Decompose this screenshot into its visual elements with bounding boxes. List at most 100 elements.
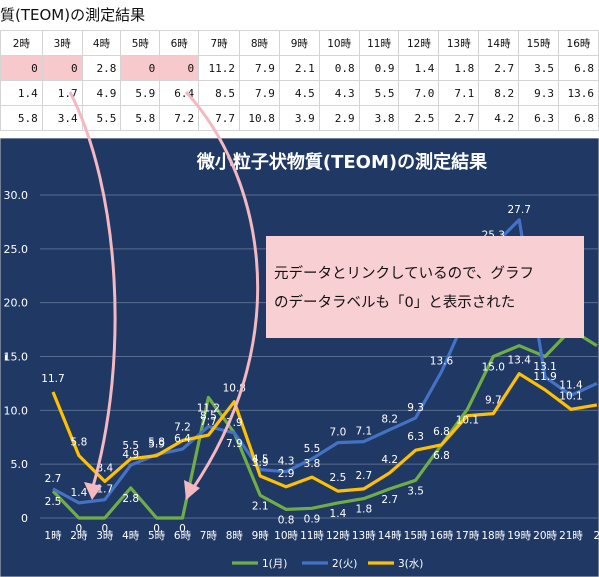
table-cell[interactable]: 7.9 <box>238 80 280 106</box>
table-cell[interactable]: 6.8 <box>557 55 599 81</box>
table-cell[interactable]: 7.1 <box>438 80 480 106</box>
table-cell[interactable]: 11.2 <box>198 55 240 81</box>
table-cell[interactable]: 6.4 <box>159 80 200 106</box>
table-cell[interactable]: 4.3 <box>318 80 360 106</box>
data-label: 11.9 <box>533 371 556 383</box>
x-tick-label: 8時 <box>226 530 244 542</box>
table-cell[interactable]: 1.4 <box>398 55 440 81</box>
column-header[interactable]: 14時 <box>478 30 520 56</box>
data-label: 7.1 <box>355 426 372 438</box>
table-cell[interactable]: 7.9 <box>238 55 280 81</box>
data-label: 2.7 <box>45 473 62 485</box>
table-cell[interactable]: 0.9 <box>358 55 400 81</box>
table-cell[interactable]: 5.9 <box>120 80 161 106</box>
data-label: 3.8 <box>304 458 321 470</box>
table-cell[interactable]: 5.8 <box>0 105 43 131</box>
column-header[interactable]: 11時 <box>358 30 400 56</box>
column-header[interactable]: 10時 <box>318 30 360 56</box>
x-tick-label: 16時 <box>430 530 454 542</box>
table-cell[interactable]: 0.8 <box>318 55 360 81</box>
line-chart[interactable]: 微小粒子状物質(TEOM)の測定結果 0 5.0 10.0 15.0 20.0 25.0 30… <box>0 138 599 577</box>
column-header[interactable]: 13時 <box>438 30 480 56</box>
table-cell[interactable]: 5.8 <box>120 105 161 131</box>
x-tick-label: 17時 <box>455 530 479 542</box>
table-cell[interactable]: 0 <box>120 55 161 81</box>
series-line-3 <box>51 372 598 493</box>
data-label: 2.5 <box>330 472 347 484</box>
table-cell[interactable]: 1.8 <box>438 55 480 81</box>
column-header[interactable]: 12時 <box>398 30 440 56</box>
data-label: 5.5 <box>304 443 321 455</box>
table-cell[interactable]: 3.5 <box>518 55 559 81</box>
column-header[interactable]: 8時 <box>238 30 280 56</box>
x-tick-label: 11時 <box>300 530 324 542</box>
data-label: 11.7 <box>41 373 64 385</box>
table-cell[interactable]: 7.0 <box>398 80 440 106</box>
table-cell[interactable]: 4.9 <box>81 80 122 106</box>
table-cell[interactable]: 0 <box>41 55 83 81</box>
column-header[interactable]: 9時 <box>278 30 320 56</box>
x-tick-label: 14時 <box>378 530 402 542</box>
data-label: 27.7 <box>508 204 531 216</box>
table-cell[interactable]: 7.2 <box>159 105 200 131</box>
data-label: 7.2 <box>174 421 191 433</box>
table-cell[interactable]: 6.8 <box>557 105 599 131</box>
x-tick-label: 21時 <box>559 530 583 542</box>
column-header[interactable]: 16時 <box>557 30 599 56</box>
table-cell[interactable]: 1.4 <box>0 80 43 106</box>
y-tick-label: 10.0 <box>4 404 29 417</box>
callout-box[interactable]: 元データとリンクしているので、グラフ のデータラベルも「0」と表示された <box>266 236 584 338</box>
table-cell[interactable]: 10.8 <box>238 105 280 131</box>
data-label: 6.8 <box>433 450 450 462</box>
table-cell[interactable]: 2.1 <box>278 55 320 81</box>
table-cell[interactable]: 3.4 <box>41 105 83 131</box>
column-header[interactable]: 7時 <box>198 30 240 56</box>
x-tick-label: 2 <box>594 530 599 542</box>
data-label: 2.9 <box>278 468 295 480</box>
data-label: 4.3 <box>278 456 295 468</box>
table-cell[interactable]: 3.9 <box>278 105 320 131</box>
data-label: 10.8 <box>223 383 246 395</box>
x-tick-label: 18時 <box>481 530 505 542</box>
data-label: 11.4 <box>559 379 583 391</box>
table-cell[interactable]: 6.3 <box>518 105 559 131</box>
header-row: 2時 3時 4時 5時 6時 7時 8時 9時 10時 11時 12時 13時 14時 15時 16時 <box>0 30 599 56</box>
y-tick-label: 0 <box>21 512 28 525</box>
table-cell[interactable]: 2.7 <box>478 55 520 81</box>
x-tick-label: 10時 <box>274 530 298 542</box>
table-cell[interactable]: 8.5 <box>198 80 240 106</box>
table-cell[interactable]: 2.9 <box>318 105 360 131</box>
x-tick-label: 3時 <box>96 530 114 542</box>
column-header[interactable]: 3時 <box>41 30 83 56</box>
column-header[interactable]: 2時 <box>0 30 43 56</box>
data-label: 9.7 <box>485 395 502 407</box>
table-cell[interactable]: 2.8 <box>81 55 122 81</box>
table-cell[interactable]: 0 <box>0 55 43 81</box>
legend-entry: 3(水) <box>398 558 423 570</box>
data-label: 7.0 <box>330 427 347 439</box>
table-cell[interactable]: 5.5 <box>81 105 122 131</box>
table-cell[interactable]: 1.7 <box>41 80 83 106</box>
table-cell[interactable]: 0 <box>159 55 200 81</box>
table-cell[interactable]: 2.5 <box>398 105 440 131</box>
x-tick-label: 4時 <box>122 530 140 542</box>
column-header[interactable]: 5時 <box>120 30 161 56</box>
x-tick-label: 7時 <box>200 530 218 542</box>
table-cell[interactable]: 13.6 <box>557 80 599 106</box>
table-cell[interactable]: 3.8 <box>358 105 400 131</box>
x-tick-label: 13時 <box>352 530 376 542</box>
column-header[interactable]: 6時 <box>159 30 200 56</box>
data-label: 3.5 <box>407 485 424 497</box>
x-tick-label: 9時 <box>252 530 270 542</box>
table-cell[interactable]: 7.7 <box>198 105 240 131</box>
table-cell[interactable]: 9.3 <box>518 80 559 106</box>
data-label: 1.7 <box>96 484 113 496</box>
table-cell[interactable]: 4.5 <box>278 80 320 106</box>
column-header[interactable]: 4時 <box>81 30 122 56</box>
table-cell[interactable]: 8.2 <box>478 80 520 106</box>
callout-line-1: 元データとリンクしているので、グラフ <box>274 266 534 282</box>
table-cell[interactable]: 2.7 <box>438 105 480 131</box>
table-cell[interactable]: 4.2 <box>478 105 520 131</box>
table-cell[interactable]: 5.5 <box>358 80 400 106</box>
column-header[interactable]: 15時 <box>518 30 559 56</box>
